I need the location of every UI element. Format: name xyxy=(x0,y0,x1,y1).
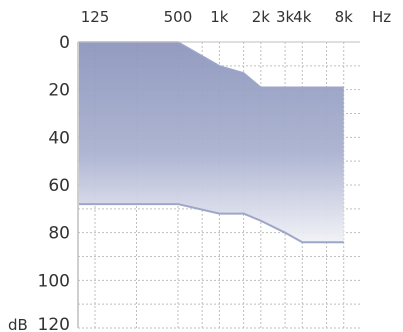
y-tick-label: 120 xyxy=(38,315,70,332)
y-tick-label: 0 xyxy=(59,33,70,53)
x-tick-label: 2k xyxy=(252,8,271,26)
x-tick-label: 3k xyxy=(276,8,295,26)
y-tick-label: 80 xyxy=(48,224,70,244)
x-tick-label: 1k xyxy=(210,8,229,26)
x-tick-label: 125 xyxy=(81,8,110,26)
x-tick-label: 8k xyxy=(335,8,354,26)
band-area xyxy=(79,42,344,243)
x-tick-label: 4k xyxy=(293,8,312,26)
y-tick-label: 20 xyxy=(48,81,70,101)
plot-frame xyxy=(77,41,360,328)
x-tick-label: 500 xyxy=(164,8,193,26)
x-unit-label: Hz xyxy=(372,8,391,26)
y-tick-label: 100 xyxy=(38,271,70,291)
y-tick-label: 40 xyxy=(48,128,70,148)
hearing-range-band xyxy=(79,41,344,244)
y-tick-labels: 0 20 40 60 80 100 120 xyxy=(38,33,70,332)
band-lower-edge xyxy=(79,203,344,244)
y-unit-label: dB xyxy=(8,316,28,332)
y-tick-label: 60 xyxy=(48,176,70,196)
